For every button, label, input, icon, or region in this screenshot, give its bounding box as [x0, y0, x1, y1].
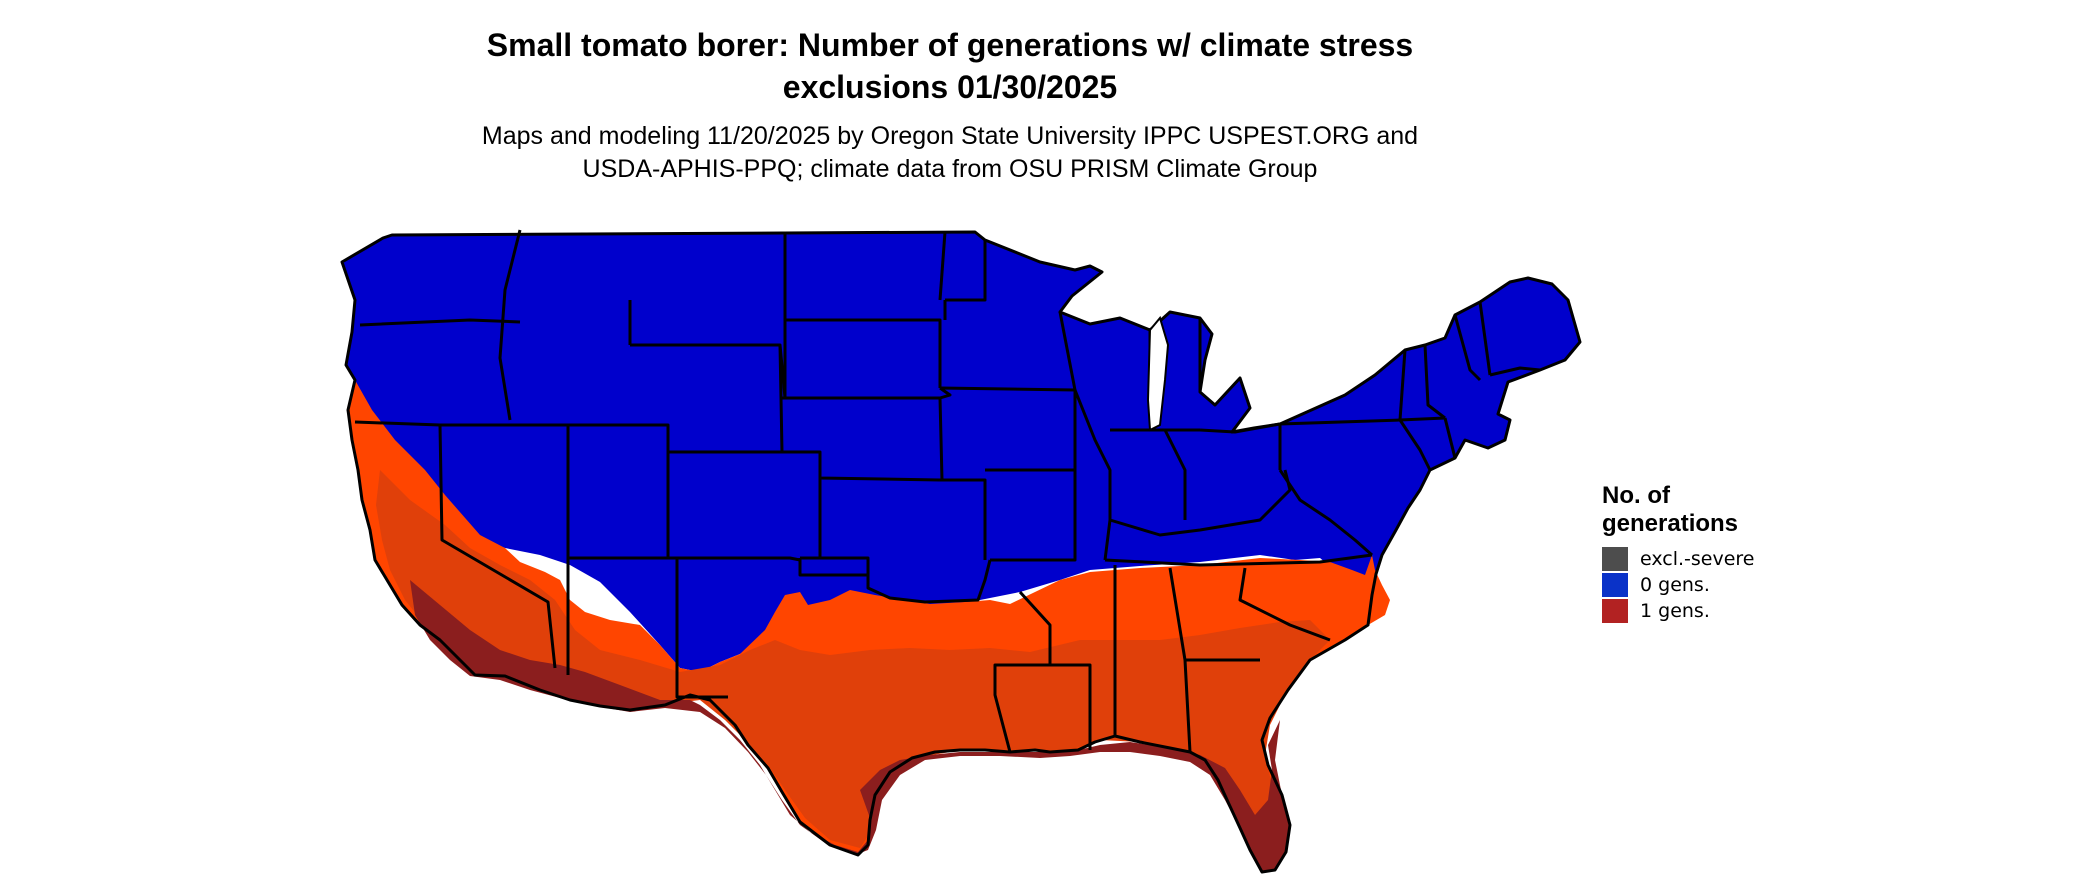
map-title-line1: Small tomato borer: Number of generation…	[486, 27, 1414, 63]
map-title-line2: exclusions 01/30/2025	[782, 69, 1118, 105]
legend-title-line1: No. of	[1602, 482, 1670, 509]
legend-label-excl-severe: excl.-severe	[1640, 548, 1755, 570]
legend-title-line2: generations	[1602, 510, 1739, 537]
legend-item-1-gens: 1 gens.	[1602, 598, 1755, 624]
legend-swatch-excl-severe	[1602, 547, 1628, 571]
legend-label-1-gens: 1 gens.	[1640, 600, 1710, 622]
one-gen-region-light	[348, 380, 1390, 872]
legend-swatch-1-gens	[1602, 599, 1628, 623]
legend-item-excl-severe: excl.-severe	[1602, 546, 1755, 572]
lake-michigan	[1146, 315, 1170, 432]
map-title: Small tomato borer: Number of generation…	[0, 24, 1900, 108]
legend-swatch-0-gens	[1602, 573, 1628, 597]
one-gen-region-mid	[376, 470, 1330, 856]
map-subtitle-line2: USDA-APHIS-PPQ; climate data from OSU PR…	[582, 155, 1318, 183]
map-subtitle-line1: Maps and modeling 11/20/2025 by Oregon S…	[481, 122, 1419, 150]
legend-label-0-gens: 0 gens.	[1640, 574, 1710, 596]
legend-title: No. of generations	[1602, 482, 1755, 538]
legend-item-0-gens: 0 gens.	[1602, 572, 1755, 598]
state-borders	[340, 229, 1582, 874]
map-legend: No. of generations excl.-severe 0 gens. …	[1602, 482, 1755, 624]
zero-gens-region	[342, 232, 1580, 672]
map-subtitle: Maps and modeling 11/20/2025 by Oregon S…	[0, 120, 1900, 186]
